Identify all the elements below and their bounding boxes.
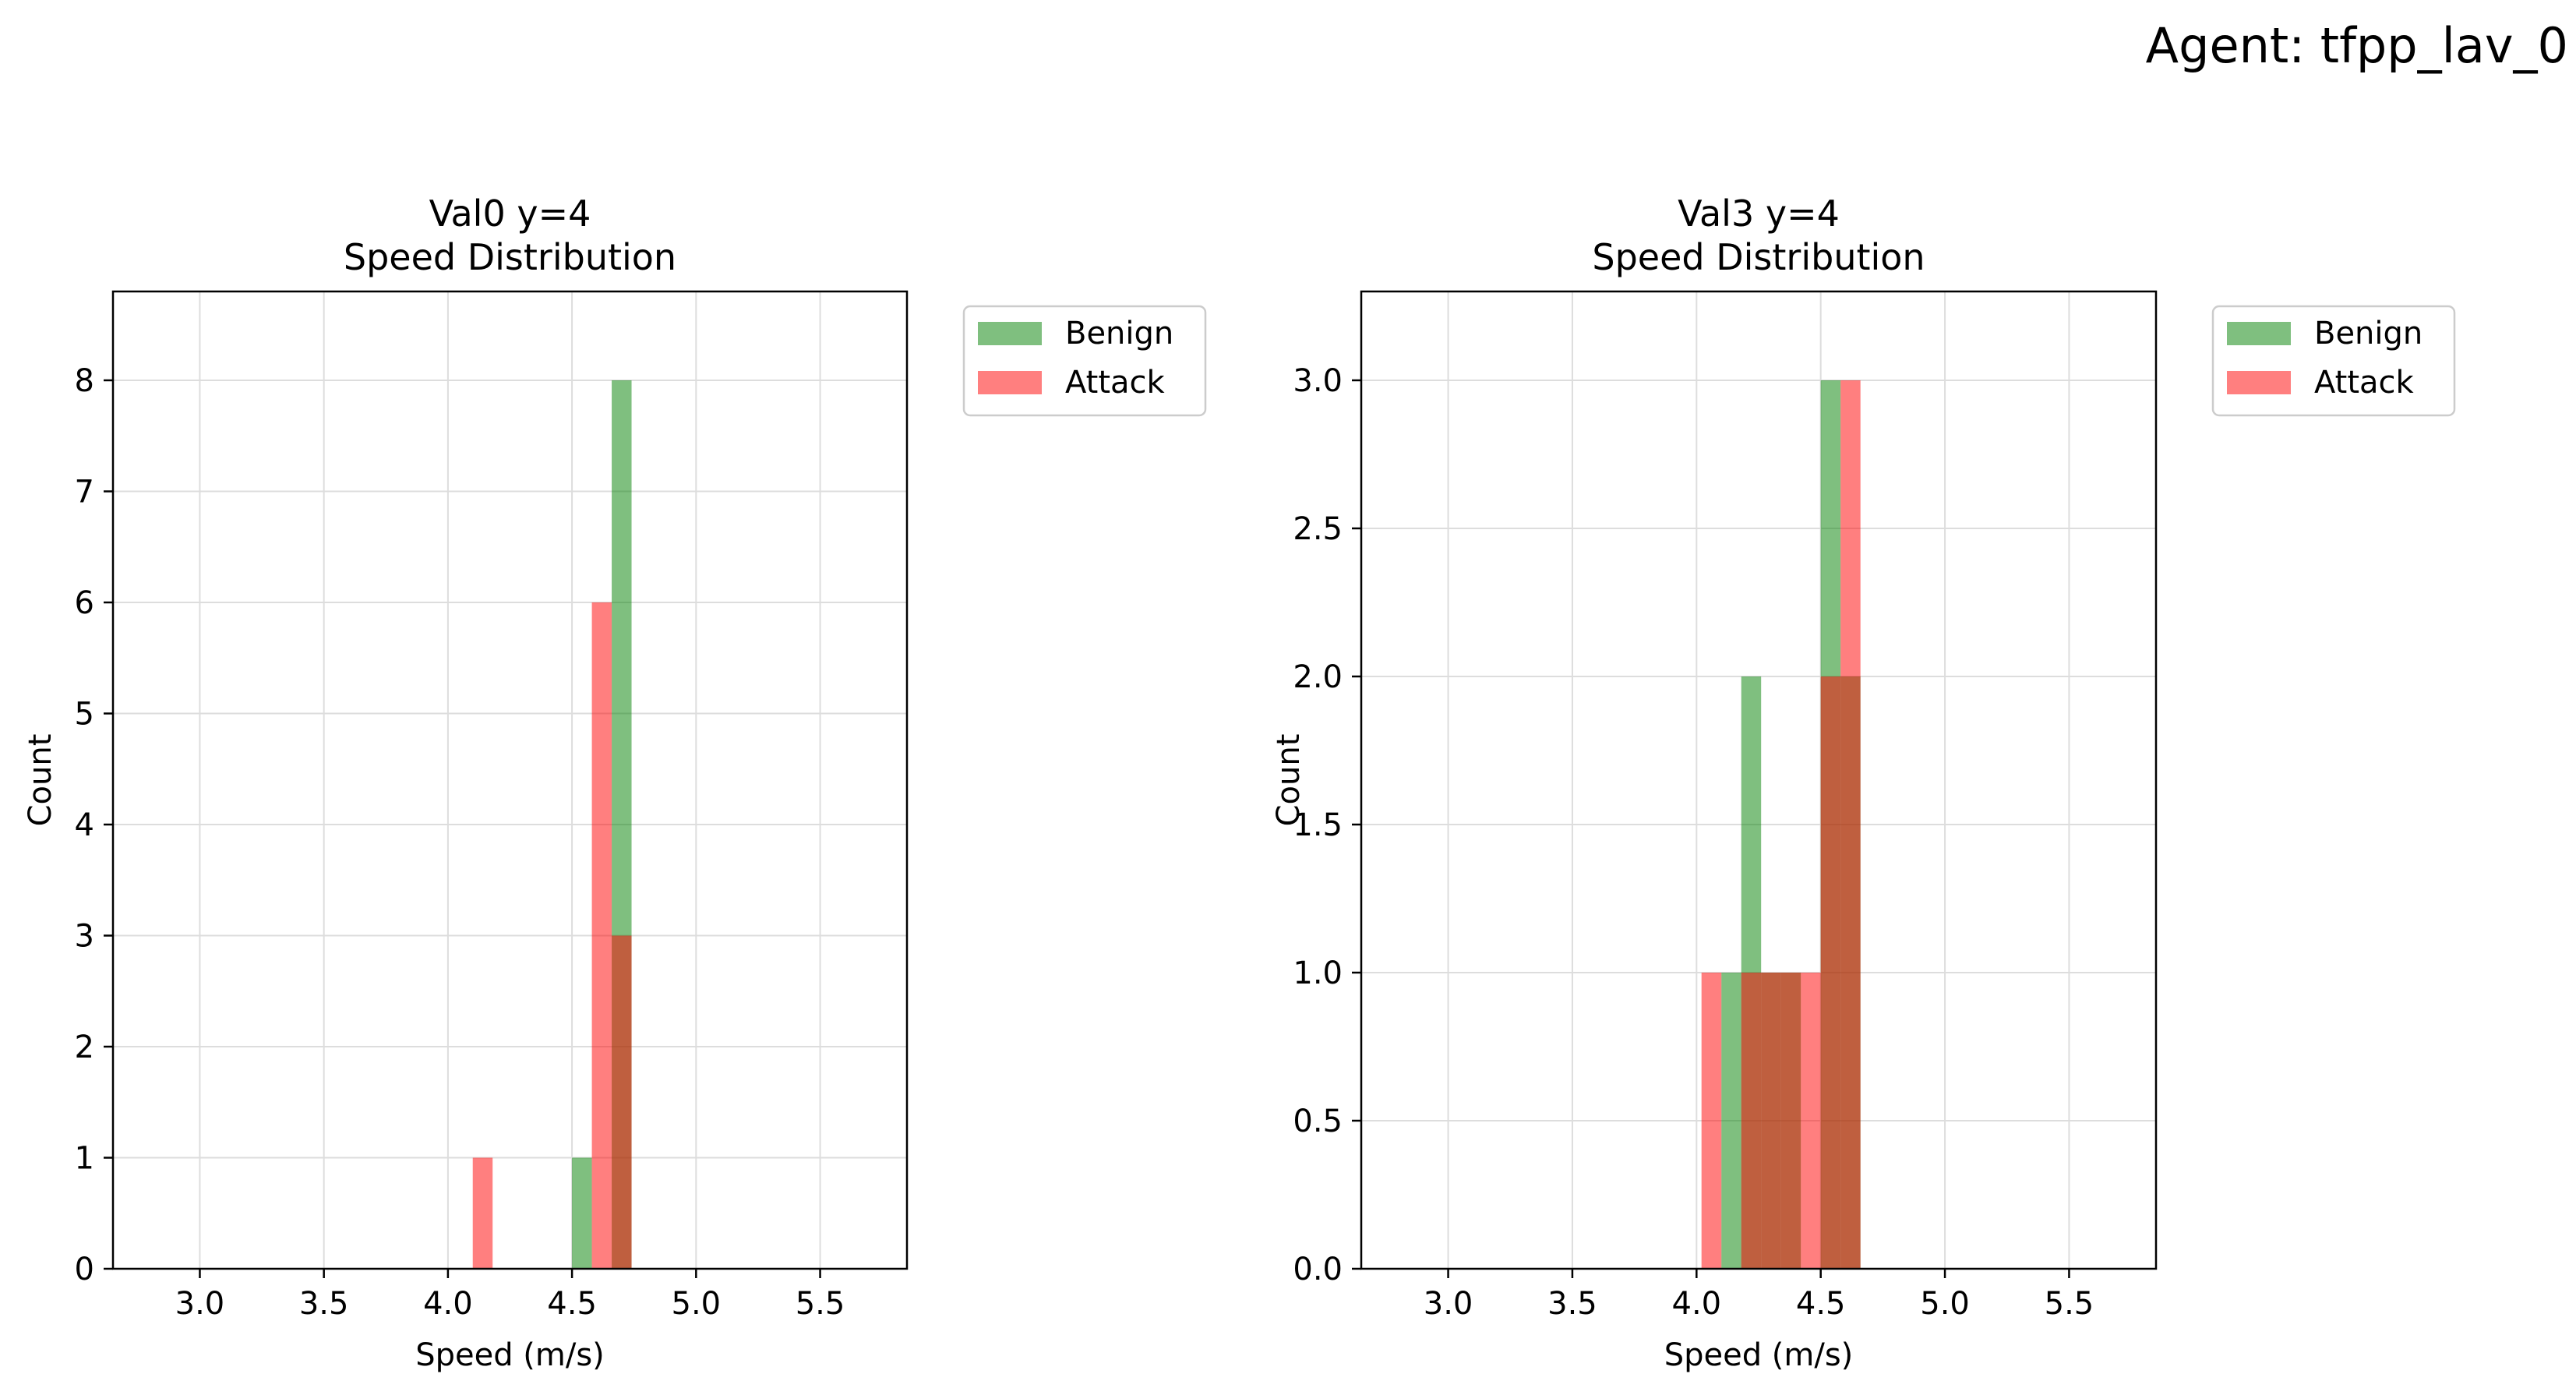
x-tick-label: 5.0 [1920, 1286, 1970, 1322]
legend-label-benign: Benign [2314, 316, 2422, 351]
histogram-bar-attack [1840, 380, 1861, 1269]
axes-frame [1360, 290, 2158, 1270]
x-tick-label: 5.5 [2045, 1286, 2094, 1322]
x-tick-label: 3.0 [1424, 1286, 1473, 1322]
y-tick-label: 3 [75, 919, 94, 955]
y-tick-label: 4 [75, 807, 94, 843]
legend-label-attack: Attack [2314, 365, 2415, 401]
x-tick-label: 5.0 [672, 1286, 722, 1322]
histogram-bar-benign [1721, 973, 1741, 1269]
histogram-bar-attack [1741, 973, 1762, 1269]
histogram-bar-attack [1780, 973, 1801, 1269]
histogram-bar-benign [572, 1157, 592, 1269]
histogram-bar-attack [612, 935, 632, 1269]
y-tick-label: 8 [75, 363, 94, 399]
y-tick-label: 1.0 [1293, 955, 1343, 991]
y-tick-label: 2.5 [1293, 511, 1343, 547]
figure-suptitle: Agent: tfpp_lav_0 [2145, 17, 2568, 74]
histogram-bar-attack [472, 1157, 493, 1269]
y-tick-label: 6 [75, 585, 94, 621]
y-tick-label: 0 [75, 1252, 94, 1287]
y-axis-label: Count [1271, 734, 1307, 827]
chart-title: Val3 y=4 [1678, 192, 1840, 235]
y-tick-label: 2 [75, 1030, 94, 1065]
histogram-bar-attack [591, 602, 612, 1269]
x-axis-label: Speed (m/s) [415, 1337, 605, 1373]
y-axis-label: Count [23, 734, 58, 827]
x-tick-label: 3.5 [1547, 1286, 1597, 1322]
x-tick-label: 4.5 [547, 1286, 597, 1322]
chart-subtitle: Speed Distribution [1592, 236, 1925, 278]
legend-swatch-benign [2227, 322, 2291, 345]
histogram-bar-attack [1701, 973, 1722, 1269]
x-tick-label: 4.5 [1796, 1286, 1846, 1322]
x-tick-label: 4.0 [423, 1286, 473, 1322]
y-tick-label: 1.5 [1293, 807, 1343, 843]
legend-label-attack: Attack [1065, 365, 1166, 401]
y-tick-label: 5 [75, 697, 94, 733]
legend-label-benign: Benign [1065, 316, 1173, 351]
y-tick-label: 2.0 [1293, 659, 1343, 695]
legend-swatch-benign [978, 322, 1042, 345]
chart-subtitle: Speed Distribution [344, 236, 676, 278]
chart-title: Val0 y=4 [429, 192, 591, 235]
x-tick-label: 3.0 [175, 1286, 225, 1322]
chart-panel-1: 3.0 3.5 4.0 4.5 5.0 5.5 0.0 0.5 1.0 1.5 2.0 2.5 3.0 V… [1271, 192, 2456, 1373]
x-tick-label: 5.5 [796, 1286, 845, 1322]
legend-swatch-attack [2227, 371, 2291, 394]
y-tick-label: 3.0 [1293, 363, 1343, 399]
histogram-bar-attack [1761, 973, 1781, 1269]
y-tick-label: 0.5 [1293, 1104, 1343, 1139]
x-tick-label: 4.0 [1672, 1286, 1722, 1322]
legend: Benign Attack [962, 305, 1207, 417]
legend: Benign Attack [2211, 305, 2456, 417]
axes-frame [111, 290, 909, 1270]
legend-swatch-attack [978, 371, 1042, 394]
histogram-bar-attack [1820, 676, 1841, 1269]
x-axis-label: Speed (m/s) [1664, 1337, 1854, 1373]
y-tick-label: 0.0 [1293, 1252, 1343, 1287]
y-tick-label: 7 [75, 475, 94, 510]
y-tick-label: 1 [75, 1141, 94, 1177]
histogram-bar-attack [1801, 973, 1821, 1269]
x-tick-label: 3.5 [299, 1286, 349, 1322]
